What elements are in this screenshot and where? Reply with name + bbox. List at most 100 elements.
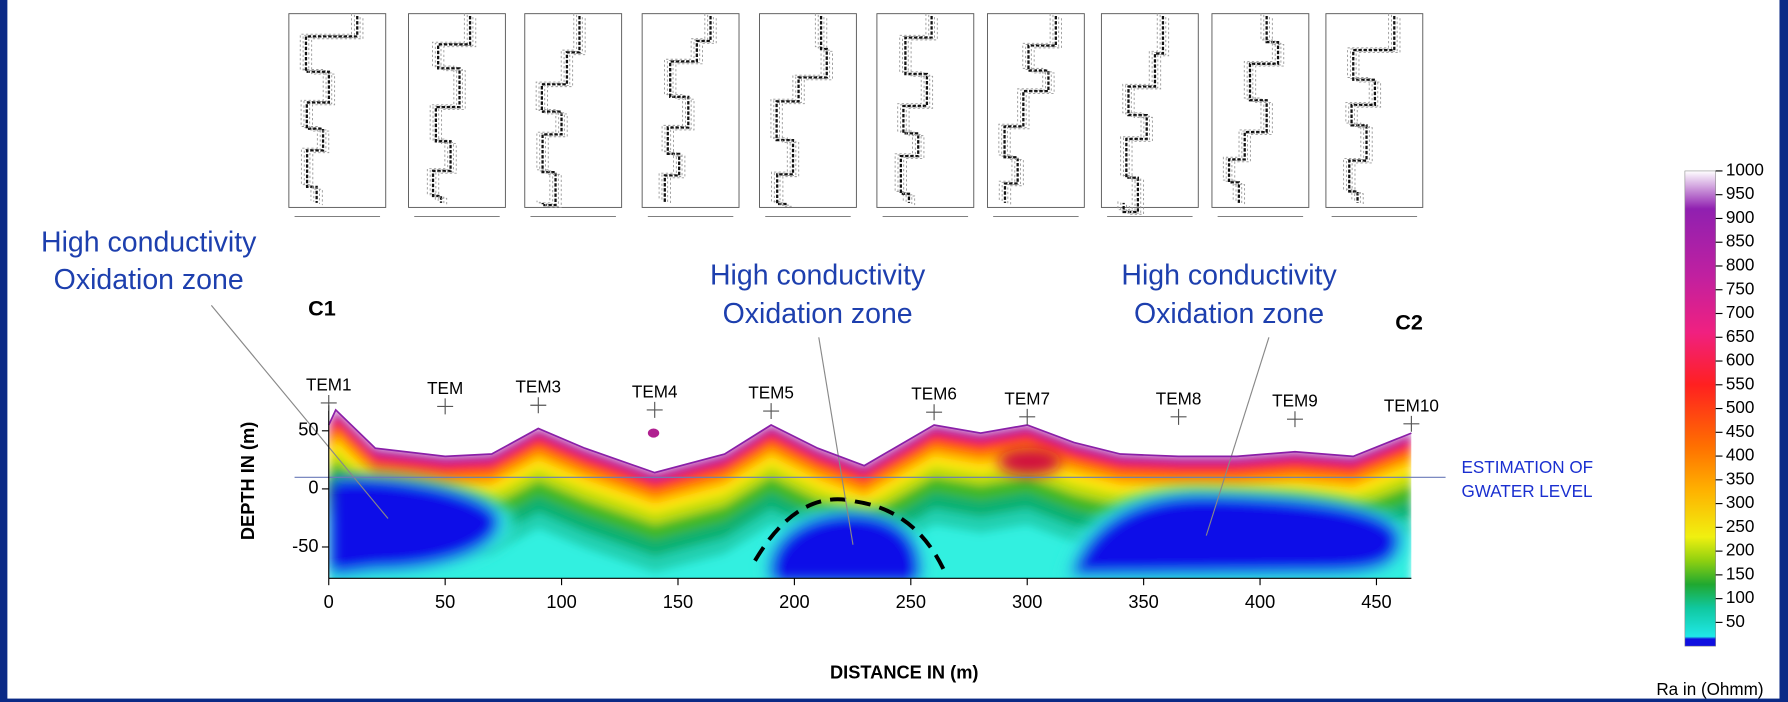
pointer — [1205, 337, 1270, 536]
colorbar-tick-label: 300 — [1726, 493, 1755, 512]
sounding-curve — [304, 15, 359, 203]
profile-label: C1 — [308, 296, 336, 321]
sounding-frame — [524, 13, 623, 208]
annotation: High conductivity — [1121, 259, 1337, 291]
sounding-curve — [1126, 17, 1167, 214]
station-marker — [1286, 411, 1303, 428]
station-label: TEM — [427, 379, 463, 398]
colorbar-tick-label: 500 — [1726, 398, 1755, 417]
colorbar-tick-label: 250 — [1726, 517, 1755, 536]
colorbar-tick-label: 800 — [1726, 256, 1755, 275]
x-tick-label: 400 — [1245, 591, 1275, 612]
sounding-curve — [311, 18, 364, 206]
sounding-curve — [302, 14, 355, 202]
station-marker — [1019, 408, 1036, 425]
sounding-curve — [775, 15, 828, 206]
colorbar-tick-label: 200 — [1726, 541, 1755, 560]
profile-label: C2 — [1395, 309, 1423, 334]
y-axis-label: DEPTH IN (m) — [237, 422, 258, 540]
sounding-frame — [408, 13, 506, 208]
sounding-frame — [876, 13, 975, 208]
section — [328, 409, 1412, 579]
sounding-curve — [1231, 17, 1282, 204]
sounding-curve — [1006, 17, 1060, 204]
station-label: TEM8 — [1156, 389, 1202, 408]
station-label: TEM10 — [1384, 396, 1439, 415]
sounding-curve — [663, 15, 712, 203]
colorbar-tick-label: 650 — [1726, 327, 1755, 346]
water-level-label: ESTIMATION OF — [1462, 458, 1594, 477]
sounding-curve — [1343, 13, 1390, 201]
x-tick-label: 300 — [1012, 591, 1042, 612]
sounding-curve — [1348, 15, 1396, 203]
colorbar-tick-label: 1000 — [1726, 160, 1764, 179]
conductive-body — [331, 477, 500, 576]
station-label: TEM9 — [1272, 392, 1318, 411]
sounding-curve — [897, 14, 930, 202]
colorbar-tick-label: 400 — [1726, 446, 1755, 465]
sounding-curve — [998, 13, 1051, 201]
sounding-curve — [1001, 14, 1054, 202]
station-marker — [763, 403, 780, 420]
colorbar-label: Ra in (Ohmm) — [1656, 680, 1763, 699]
conductive-body — [1071, 494, 1400, 576]
station-marker — [1170, 408, 1187, 425]
station-label: TEM7 — [1004, 389, 1050, 408]
sounding-curve — [667, 17, 714, 204]
colorbar-tick-label: 150 — [1726, 564, 1755, 583]
colorbar — [1684, 170, 1716, 647]
sounding-curve — [770, 13, 822, 203]
sounding-curve — [540, 15, 581, 207]
station-label: TEM3 — [516, 378, 562, 397]
annotation: Oxidation zone — [723, 298, 913, 330]
x-tick-label: 50 — [435, 591, 455, 612]
sounding-curve — [538, 14, 578, 205]
water-level-label: GWATER LEVEL — [1462, 482, 1593, 501]
x-tick-label: 150 — [663, 591, 693, 612]
sounding-curve — [1128, 18, 1170, 215]
sounding-curve — [906, 18, 938, 206]
station-marker — [437, 398, 454, 415]
sounding-curve — [1003, 15, 1057, 203]
sounding-curve — [535, 13, 575, 204]
sounding-curve — [779, 17, 831, 206]
colorbar-tick-label: 600 — [1726, 351, 1755, 370]
sounding-frame — [1211, 13, 1310, 208]
conductive-bodies — [331, 447, 1409, 579]
station-label: TEM4 — [632, 382, 678, 401]
colorbar-tick-label: 700 — [1726, 303, 1755, 322]
sounding-curve — [299, 13, 353, 201]
x-tick-label: 450 — [1361, 591, 1391, 612]
sounding-frame — [986, 13, 1085, 208]
colorbar-tick-label: 100 — [1726, 588, 1755, 607]
colorbar-tick-label: 900 — [1726, 208, 1755, 227]
sounding-curve — [894, 13, 927, 201]
panel — [7, 0, 1780, 699]
sounding-curve — [544, 17, 583, 207]
sounding-curve — [1120, 14, 1161, 212]
sounding-curve — [899, 15, 933, 203]
colorbar-tick-label: 450 — [1726, 422, 1755, 441]
sounding-frame — [288, 13, 387, 208]
colorbar-tick-label: 950 — [1726, 184, 1755, 203]
sounding-curve — [435, 17, 474, 204]
x-tick-label: 350 — [1128, 591, 1158, 612]
sounding-plots — [288, 13, 1424, 217]
y-tick-label: 50 — [298, 419, 318, 440]
colorbar-tick-label: 350 — [1726, 469, 1755, 488]
sounding-curve — [438, 18, 477, 206]
station-marker — [530, 397, 547, 414]
sounding-curve — [1351, 17, 1398, 204]
sounding-curve — [431, 15, 472, 203]
pointer — [818, 337, 854, 545]
sounding-frame — [1100, 13, 1199, 208]
annotation: Oxidation zone — [54, 264, 244, 296]
colorbar-tick-label: 50 — [1726, 612, 1745, 631]
colorbar-tick-label: 550 — [1726, 374, 1755, 393]
x-tick-label: 0 — [324, 591, 334, 612]
sounding-curve — [1009, 18, 1062, 206]
sounding-frame — [759, 13, 857, 208]
sounding-curve — [773, 14, 825, 204]
